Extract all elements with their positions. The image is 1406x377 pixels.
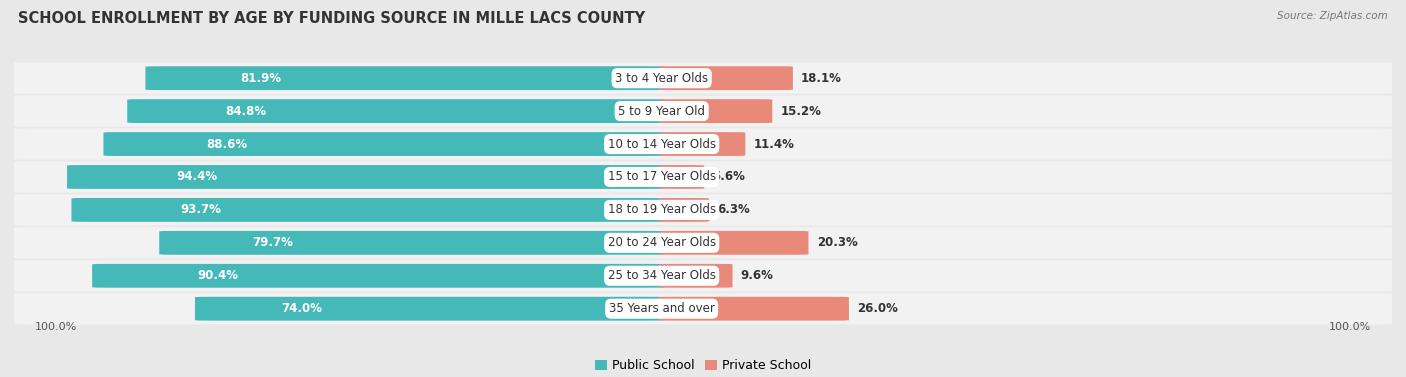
Text: 10 to 14 Year Olds: 10 to 14 Year Olds (607, 138, 716, 150)
Text: 20.3%: 20.3% (817, 236, 858, 249)
Text: 25 to 34 Year Olds: 25 to 34 Year Olds (607, 269, 716, 282)
Text: 90.4%: 90.4% (197, 269, 238, 282)
FancyBboxPatch shape (659, 99, 772, 123)
FancyBboxPatch shape (14, 227, 1392, 259)
Text: 35 Years and over: 35 Years and over (609, 302, 714, 315)
Text: 18.1%: 18.1% (801, 72, 842, 85)
Text: 84.8%: 84.8% (226, 104, 267, 118)
Text: 3 to 4 Year Olds: 3 to 4 Year Olds (614, 72, 709, 85)
Text: SCHOOL ENROLLMENT BY AGE BY FUNDING SOURCE IN MILLE LACS COUNTY: SCHOOL ENROLLMENT BY AGE BY FUNDING SOUR… (18, 11, 645, 26)
FancyBboxPatch shape (128, 99, 665, 123)
FancyBboxPatch shape (659, 264, 733, 288)
Text: 11.4%: 11.4% (754, 138, 794, 150)
Text: 100.0%: 100.0% (1329, 322, 1371, 332)
Text: 100.0%: 100.0% (35, 322, 77, 332)
Text: 81.9%: 81.9% (240, 72, 281, 85)
Text: 6.3%: 6.3% (717, 204, 751, 216)
Text: 79.7%: 79.7% (252, 236, 292, 249)
FancyBboxPatch shape (14, 161, 1392, 193)
FancyBboxPatch shape (14, 129, 1392, 160)
Text: 15.2%: 15.2% (780, 104, 821, 118)
Text: 9.6%: 9.6% (741, 269, 773, 282)
FancyBboxPatch shape (659, 165, 704, 189)
FancyBboxPatch shape (14, 63, 1392, 94)
Text: 94.4%: 94.4% (176, 170, 218, 184)
Text: 18 to 19 Year Olds: 18 to 19 Year Olds (607, 204, 716, 216)
FancyBboxPatch shape (93, 264, 665, 288)
FancyBboxPatch shape (14, 260, 1392, 291)
FancyBboxPatch shape (159, 231, 665, 255)
FancyBboxPatch shape (145, 66, 665, 90)
Text: 5.6%: 5.6% (713, 170, 745, 184)
FancyBboxPatch shape (659, 297, 849, 320)
Text: 88.6%: 88.6% (207, 138, 247, 150)
Text: 26.0%: 26.0% (858, 302, 898, 315)
FancyBboxPatch shape (659, 132, 745, 156)
Legend: Public School, Private School: Public School, Private School (589, 354, 817, 377)
Text: 20 to 24 Year Olds: 20 to 24 Year Olds (607, 236, 716, 249)
FancyBboxPatch shape (659, 231, 808, 255)
Text: 5 to 9 Year Old: 5 to 9 Year Old (619, 104, 706, 118)
FancyBboxPatch shape (67, 165, 665, 189)
FancyBboxPatch shape (14, 95, 1392, 127)
FancyBboxPatch shape (659, 66, 793, 90)
FancyBboxPatch shape (195, 297, 665, 320)
FancyBboxPatch shape (14, 194, 1392, 225)
Text: 93.7%: 93.7% (180, 204, 221, 216)
FancyBboxPatch shape (659, 198, 709, 222)
Text: Source: ZipAtlas.com: Source: ZipAtlas.com (1277, 11, 1388, 21)
Text: 15 to 17 Year Olds: 15 to 17 Year Olds (607, 170, 716, 184)
FancyBboxPatch shape (14, 293, 1392, 324)
FancyBboxPatch shape (104, 132, 665, 156)
FancyBboxPatch shape (72, 198, 665, 222)
Text: 74.0%: 74.0% (281, 302, 322, 315)
